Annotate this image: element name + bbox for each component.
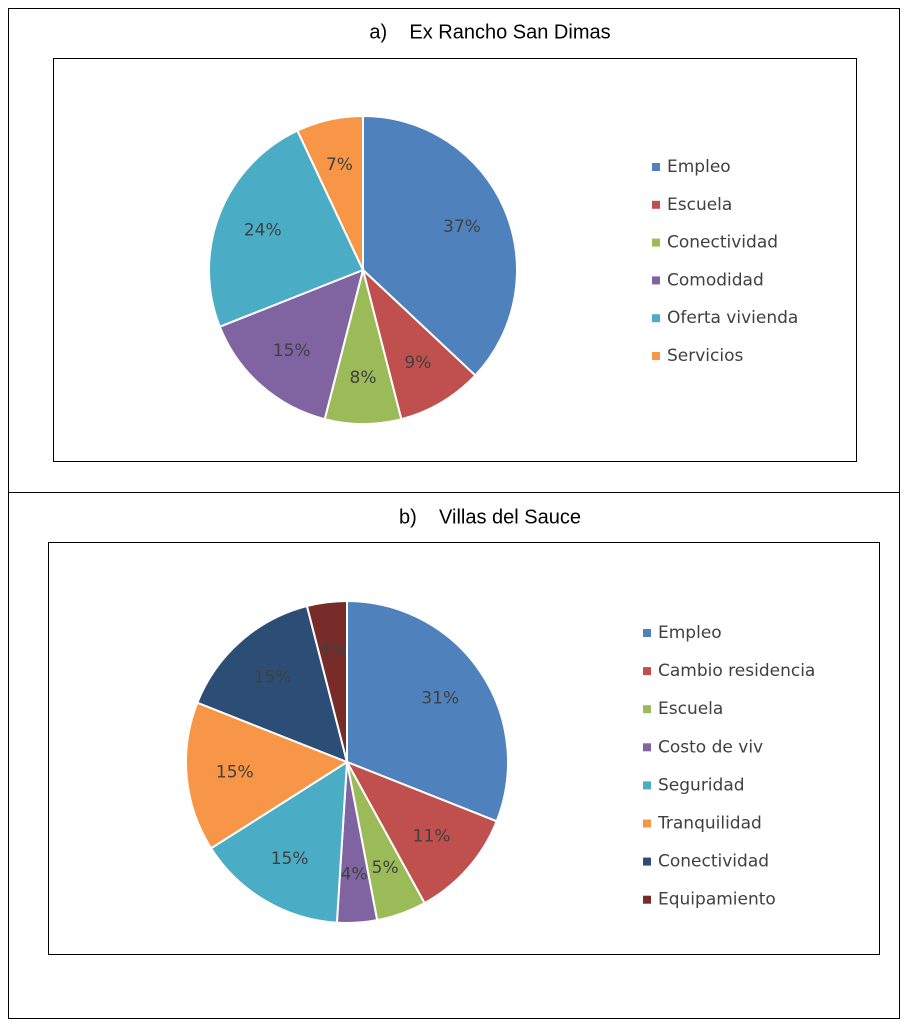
legend-swatch — [643, 667, 651, 676]
pie-slice — [196, 604, 349, 764]
pie-slice — [344, 760, 498, 905]
legend-swatch — [643, 781, 651, 790]
pie-slice — [296, 114, 364, 271]
legend-swatch — [652, 200, 660, 209]
legend-label: Escuela — [667, 195, 732, 215]
data-label: 15% — [273, 341, 311, 361]
legend-swatch — [652, 238, 660, 247]
pie-slice — [362, 114, 518, 377]
legend-label: Equipamiento — [658, 890, 776, 910]
legend-label: Seguridad — [658, 775, 745, 795]
legend-swatch — [643, 629, 651, 637]
data-label: 15% — [254, 667, 292, 687]
data-label: 31% — [421, 689, 459, 709]
data-label: 37% — [443, 217, 481, 237]
legend-swatch — [643, 705, 651, 714]
pie-slice — [346, 599, 509, 823]
data-label: 4% — [341, 864, 368, 884]
legend-label: Empleo — [658, 623, 722, 643]
chart-frame — [48, 542, 880, 955]
data-label: 24% — [244, 220, 282, 240]
data-label: 9% — [404, 353, 431, 373]
legend-label: Oferta vivienda — [667, 308, 798, 328]
outer-border — [8, 8, 900, 1019]
legend-label: Conectividad — [667, 233, 778, 253]
data-label: 4% — [319, 640, 346, 660]
legend-label: Conectividad — [658, 852, 769, 872]
legend-label: Comodidad — [667, 270, 764, 290]
legend-swatch — [643, 857, 651, 866]
pie-slice — [305, 599, 348, 763]
chart-title: b) Villas del Sauce — [399, 506, 581, 528]
legend-label: Servicios — [667, 346, 743, 366]
chart-frame — [53, 58, 857, 462]
data-label: 7% — [326, 155, 353, 175]
legend-swatch — [652, 352, 660, 360]
data-label: 8% — [350, 368, 377, 388]
legend-swatch — [652, 163, 660, 171]
legend-swatch — [643, 895, 651, 904]
pie-slice — [185, 701, 350, 850]
pie-slice — [361, 266, 477, 421]
data-label: 15% — [216, 763, 254, 783]
legend-label: Empleo — [667, 157, 731, 177]
pie-slice — [208, 129, 365, 328]
legend-swatch — [643, 819, 651, 828]
legend-label: Escuela — [658, 699, 723, 719]
legend-swatch — [652, 314, 660, 323]
data-label: 5% — [372, 858, 399, 878]
legend-label: Costo de viv — [658, 737, 763, 757]
legend-label: Tranquilidad — [657, 814, 762, 834]
pie-slice — [209, 760, 349, 924]
legend-swatch — [643, 743, 651, 752]
pie-slice — [218, 268, 365, 421]
chart-title: a) Ex Rancho San Dimas — [369, 21, 610, 43]
legend-label: Cambio residencia — [658, 661, 815, 681]
data-label: 11% — [413, 827, 451, 847]
data-label: 15% — [271, 849, 309, 869]
legend-swatch — [652, 276, 660, 285]
